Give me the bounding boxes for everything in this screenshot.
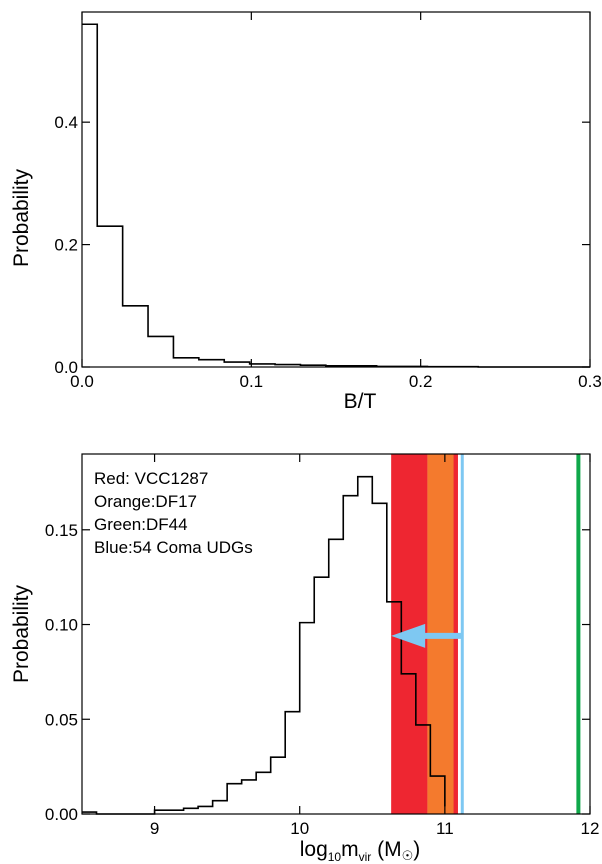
- x-tick-label: 10: [290, 819, 309, 838]
- legend-entry-orange: Orange:DF17: [94, 492, 197, 511]
- panel-bottom-arrow: [391, 623, 463, 648]
- x-tick-label: 9: [150, 819, 159, 838]
- panel-bottom-vlines: [460, 454, 581, 814]
- panel-top-y-ticks: 0.0 0.2 0.4: [54, 113, 590, 377]
- x-tick-label: 0.3: [578, 372, 602, 391]
- panel-bottom-y-label: Probability: [10, 584, 33, 683]
- x-tick-label: 0.2: [409, 372, 433, 391]
- panel-bottom: 9 10 11 12 0.00 0.05 0.10 0.15 Red: VCC1287 Or…: [10, 453, 600, 864]
- panel-bottom-x-label: log10mvir (M☉): [300, 838, 421, 864]
- x-tick-label: 0.0: [70, 372, 94, 391]
- panel-bottom-legend: Red: VCC1287 Orange:DF17 Green:DF44 Blue…: [94, 469, 253, 557]
- legend-entry-red: Red: VCC1287: [94, 469, 208, 488]
- panel-bottom-frame: [81, 453, 591, 815]
- x-tick-label: 12: [581, 819, 600, 838]
- arrow-head: [391, 623, 426, 648]
- panel-bottom-histogram: [82, 475, 446, 815]
- panel-bottom-y-ticks: 0.00 0.05 0.10 0.15: [45, 521, 590, 824]
- panel-top-frame: [81, 11, 591, 368]
- x-tick-label: 0.1: [240, 372, 264, 391]
- y-tick-label: 0.15: [45, 521, 78, 540]
- panel-bottom-x-ticks: 9 10 11 12: [150, 454, 600, 838]
- y-tick-label: 0.00: [45, 805, 78, 824]
- y-tick-label: 0.4: [54, 113, 78, 132]
- panel-top: 0.0 0.1 0.2 0.3 0.0 0.2 0.4 B/T Probability: [10, 11, 602, 413]
- legend-entry-green: Green:DF44: [94, 515, 188, 534]
- y-tick-label: 0.2: [54, 236, 78, 255]
- x-tick-label: 11: [436, 819, 454, 838]
- y-tick-label: 0.10: [45, 616, 78, 635]
- panel-top-y-label: Probability: [10, 168, 33, 267]
- panel-top-histogram: [82, 23, 590, 368]
- legend-entry-blue: Blue:54 Coma UDGs: [94, 538, 253, 557]
- panel-top-x-label: B/T: [344, 390, 377, 413]
- y-tick-label: 0.05: [45, 710, 78, 729]
- y-tick-label: 0.0: [54, 358, 78, 377]
- panel-top-x-ticks: 0.0 0.1 0.2 0.3: [70, 12, 602, 391]
